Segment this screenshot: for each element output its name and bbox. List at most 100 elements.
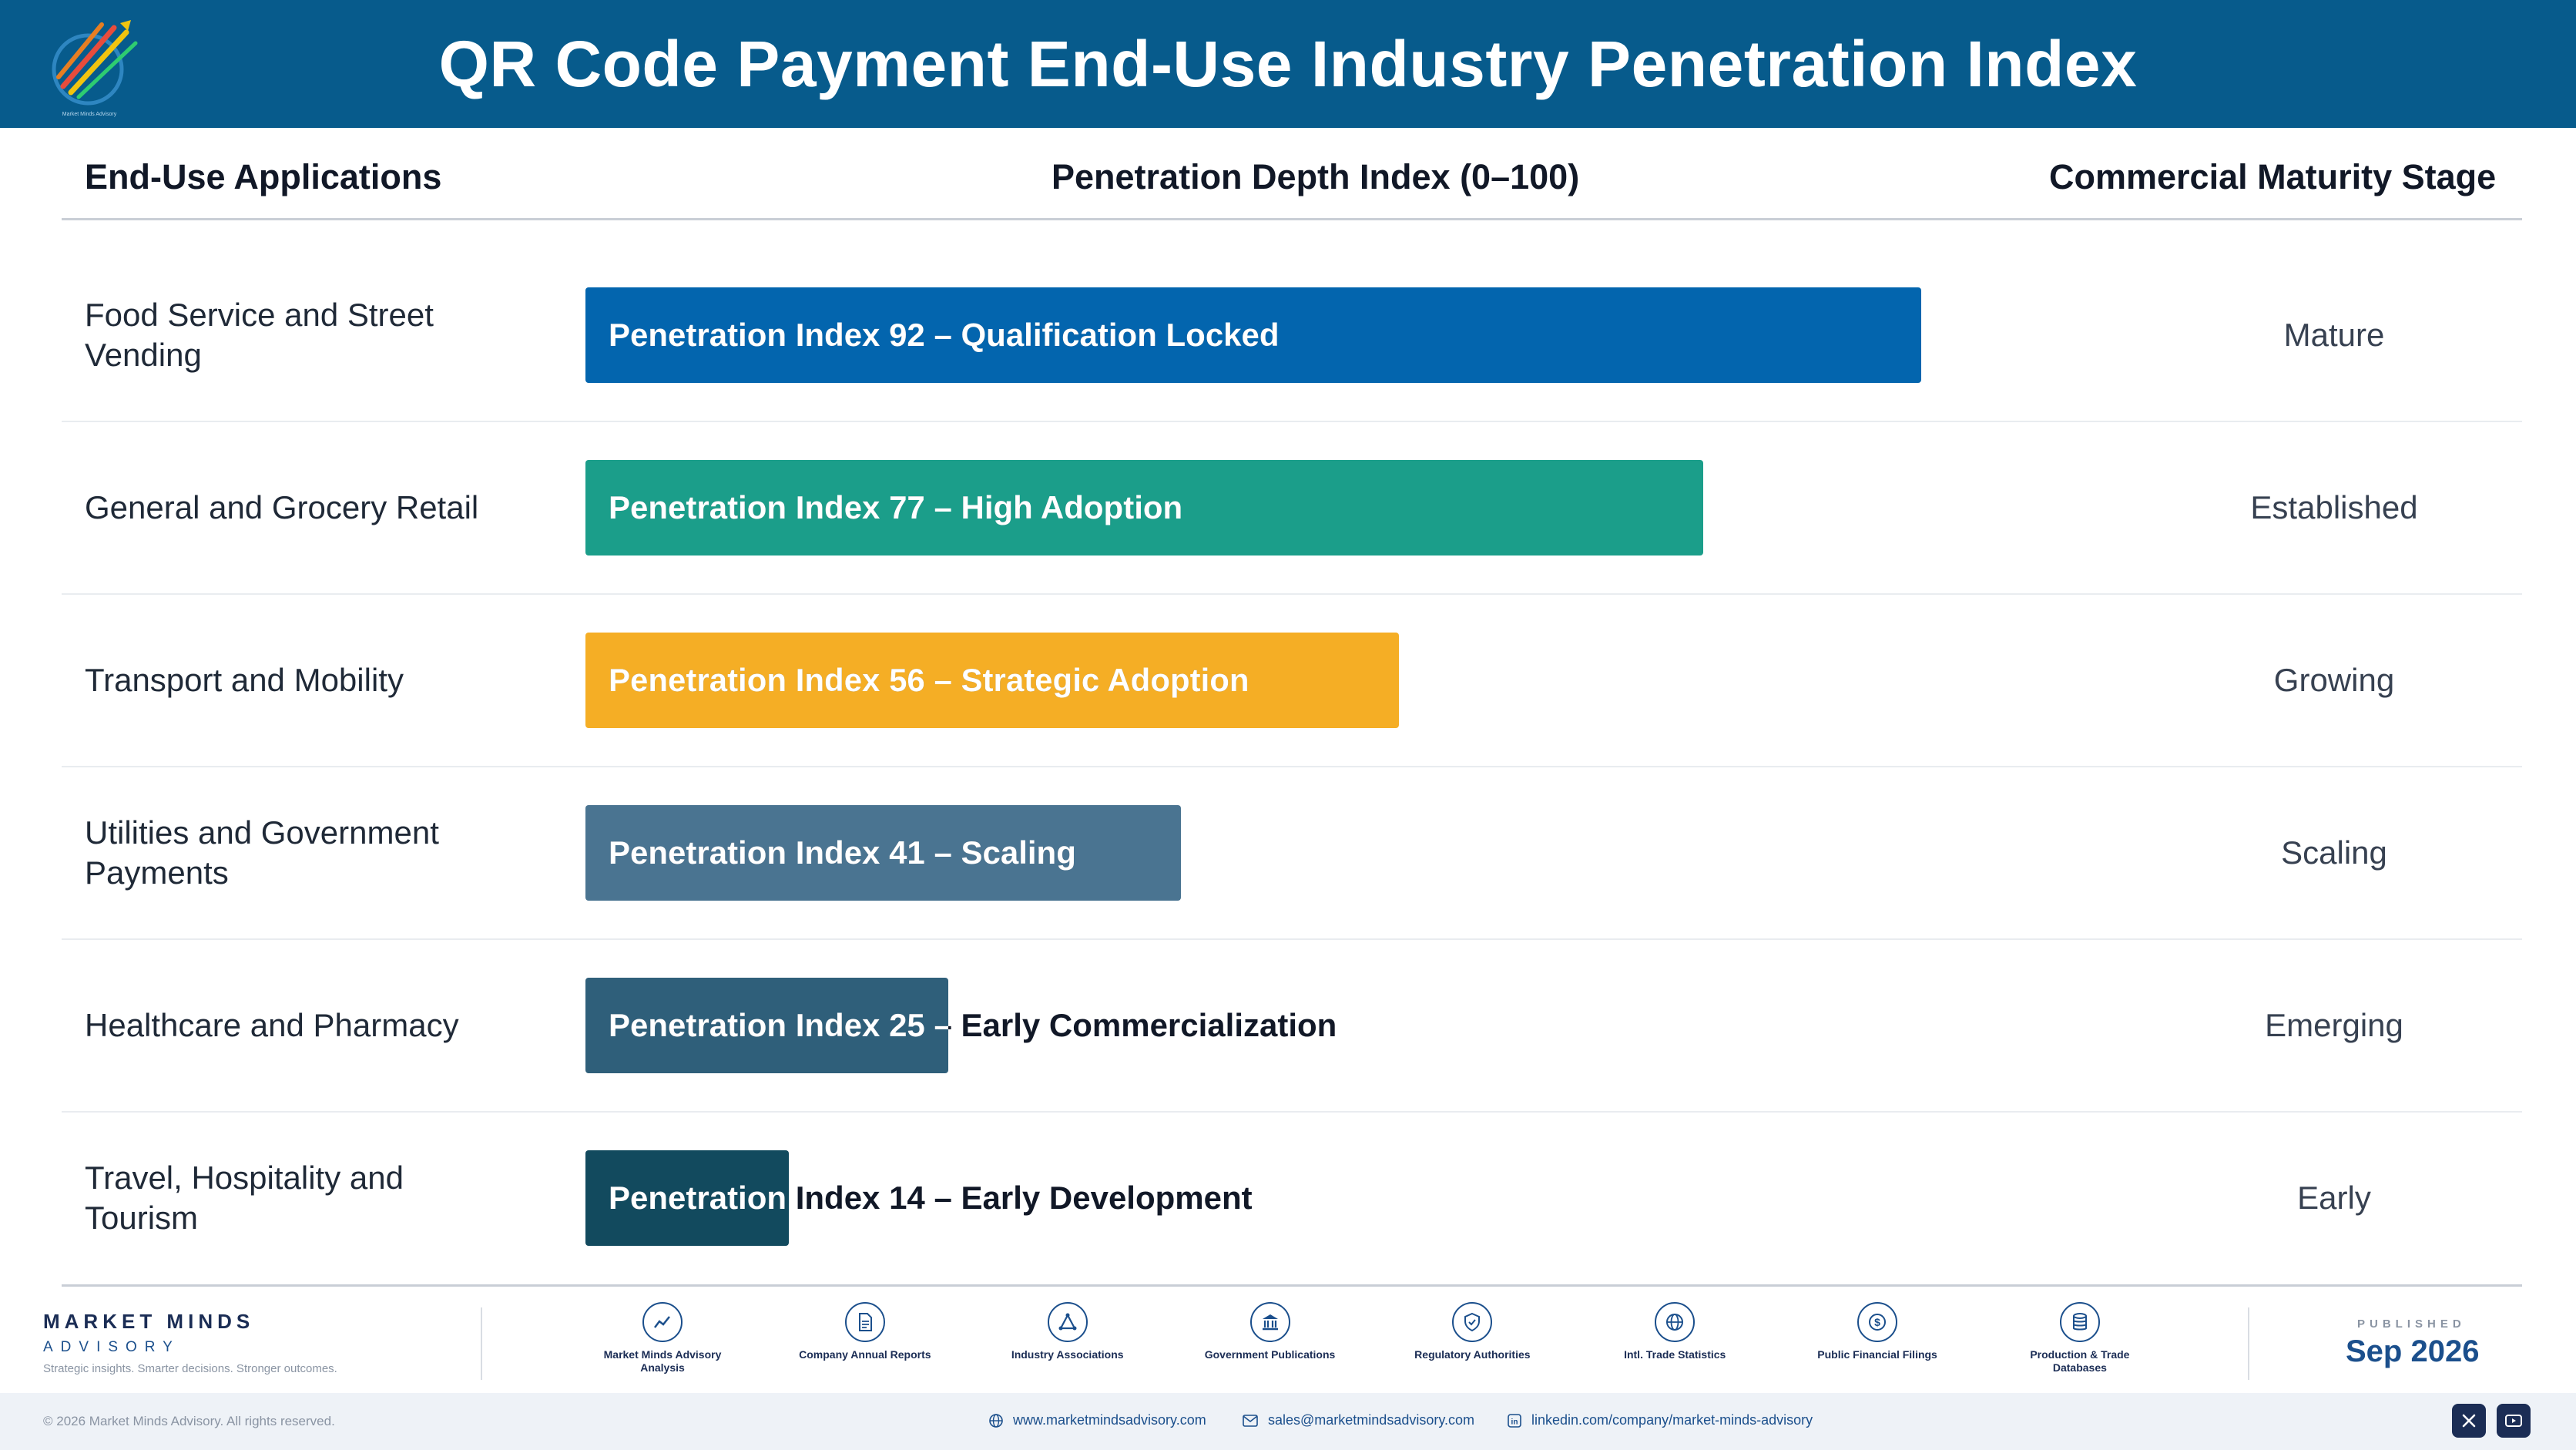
source-item: Market Minds Advisory Analysis [570,1302,755,1391]
source-item: Government Publications [1178,1302,1363,1391]
source-item: Regulatory Authorities [1380,1302,1565,1391]
bar-label-inside: Penetration Index 56 – Strategic Adoptio… [609,662,1249,698]
bar-label-overlay: Penetration Index 41 – Scaling [585,805,1181,901]
source-item: Industry Associations [975,1302,1160,1391]
email-text: sales@marketmindsadvisory.com [1268,1412,1475,1428]
logo-icon [52,20,138,106]
bar-area: Penetration Index 77 – High Adoption Pene… [585,422,2126,593]
stage-label: Mature [2283,317,2385,353]
header-divider [62,218,2522,220]
footer [0,1294,2576,1393]
linkedin-icon: in [1508,1413,1521,1428]
bar-label-inside: Penetration Index 25 – Early Commerciali… [609,1007,948,1043]
stage-label: Emerging [2265,1007,2403,1043]
source-item: Intl. Trade Statistics [1582,1302,1767,1391]
svg-text:$: $ [1874,1316,1880,1328]
row-divider [62,1111,2522,1113]
network-icon [1047,1302,1088,1342]
shield-check-icon [1452,1302,1493,1342]
footer-divider-left [481,1307,482,1380]
bar-label-inside: Penetration Index 41 – Scaling [609,834,1076,871]
page-title: QR Code Payment End-Use Industry Penetra… [438,27,2138,100]
table-row: Food Service and Street Vending Penetrati… [62,250,2522,422]
table-bottom-divider [62,1284,2522,1287]
bar [585,287,1921,383]
bar [585,460,1703,555]
bar-label-overlay: Penetration Index 77 – High Adoption [585,460,1703,555]
chart-line-icon [642,1302,683,1342]
category-label: Utilities and Government Payments [85,814,439,891]
bar [585,1150,789,1246]
bar-label-overlay: Penetration Index 56 – Strategic Adoptio… [585,633,1399,728]
bar-area: Penetration Index 25 – Early Commerciali… [585,940,2126,1111]
source-label: Industry Associations [1011,1348,1124,1361]
category-label: General and Grocery Retail [85,489,479,525]
bar [585,978,948,1073]
youtube-social-button[interactable] [2497,1404,2531,1438]
copyright-text: © 2026 Market Minds Advisory. All rights… [43,1414,335,1428]
row-divider [62,766,2522,767]
column-header-stage: Commercial Maturity Stage [2049,157,2497,196]
row-divider [62,938,2522,940]
website-link[interactable]: www.marketmindsadvisory.com [988,1412,1206,1428]
source-label: Company Annual Reports [799,1348,931,1361]
linkedin-text: linkedin.com/company/market-minds-adviso… [1531,1412,1813,1428]
bar-label-overlay: Penetration Index 25 – Early Commerciali… [585,978,948,1073]
bar-label: Penetration Index 14 – Early Development [609,1180,1253,1216]
table-row: General and Grocery Retail Penetration In… [62,422,2522,595]
bar-label-overlay: Penetration Index 14 – Early Development [585,1150,789,1246]
table-row: Healthcare and Pharmacy Penetration Index… [62,940,2522,1113]
table-row: Utilities and Government Payments Penetra… [62,767,2522,940]
svg-text:in: in [1511,1418,1518,1426]
footer-divider-right [2248,1307,2249,1380]
bar-label: Penetration Index 92 – Qualification Loc… [609,317,1280,353]
mail-icon [1243,1414,1258,1427]
sources-list: Market Minds Advisory Analysis Company A… [570,1302,2172,1391]
stage-label: Early [2297,1180,2371,1216]
brand-name: MARKET MINDS [43,1310,255,1333]
stage-label: Established [2250,489,2418,525]
source-label: Intl. Trade Statistics [1624,1348,1726,1361]
dollar-coin-icon: $ [1857,1302,1898,1342]
bar-label-inside: Penetration Index 92 – Qualification Loc… [609,317,1280,353]
database-icon [2059,1302,2100,1342]
bar-area: Penetration Index 41 – Scaling Penetratio… [585,767,2126,938]
bar-label: Penetration Index 41 – Scaling [609,834,1076,871]
category-label: Travel, Hospitality and Tourism [85,1160,404,1236]
brand-tagline: Strategic insights. Smarter decisions. S… [43,1362,337,1375]
column-header-depth: Penetration Depth Index (0–100) [1052,157,1580,196]
category-label: Food Service and Street Vending [85,297,434,373]
stage-label: Scaling [2281,834,2387,871]
email-link[interactable]: sales@marketmindsadvisory.com [1242,1412,1474,1428]
globe-icon [1655,1302,1696,1342]
bar-label-inside: Penetration Index 77 – High Adoption [609,489,1183,525]
bar-label-inside: Penetration Index 14 – Early Development [609,1180,789,1216]
row-divider [62,593,2522,595]
source-label: Production & Trade Databases [2030,1348,2130,1374]
row-divider [62,421,2522,422]
table-row: Transport and Mobility Penetration Index … [62,595,2522,767]
bar-area: Penetration Index 56 – Strategic Adoptio… [585,595,2126,766]
source-item: Company Annual Reports [773,1302,958,1391]
source-label: Market Minds Advisory Analysis [603,1348,722,1374]
linkedin-link[interactable]: in linkedin.com/company/market-minds-adv… [1507,1412,1813,1428]
bar [585,805,1181,901]
website-text: www.marketmindsadvisory.com [1013,1412,1206,1428]
globe-icon [989,1413,1003,1428]
source-label: Regulatory Authorities [1414,1348,1531,1361]
source-label: Public Financial Filings [1817,1348,1937,1361]
column-header-applications: End-Use Applications [85,157,442,196]
source-label: Government Publications [1204,1348,1336,1361]
stage-label: Growing [2273,662,2395,698]
bar-label: Penetration Index 56 – Strategic Adoptio… [609,662,1249,698]
category-label: Healthcare and Pharmacy [85,1007,459,1043]
bar-area: Penetration Index 92 – Qualification Loc… [585,250,2126,421]
youtube-icon [2505,1415,2522,1427]
x-social-button[interactable] [2452,1404,2486,1438]
x-logo-icon [2462,1414,2476,1428]
government-building-icon [1249,1302,1290,1342]
table-row: Travel, Hospitality and Tourism Penetrati… [62,1113,2522,1285]
published-date: Sep 2026 [2346,1334,2480,1368]
bar-label-overlay: Penetration Index 92 – Qualification Loc… [585,287,1921,383]
brand-subtitle: ADVISORY [43,1339,180,1355]
